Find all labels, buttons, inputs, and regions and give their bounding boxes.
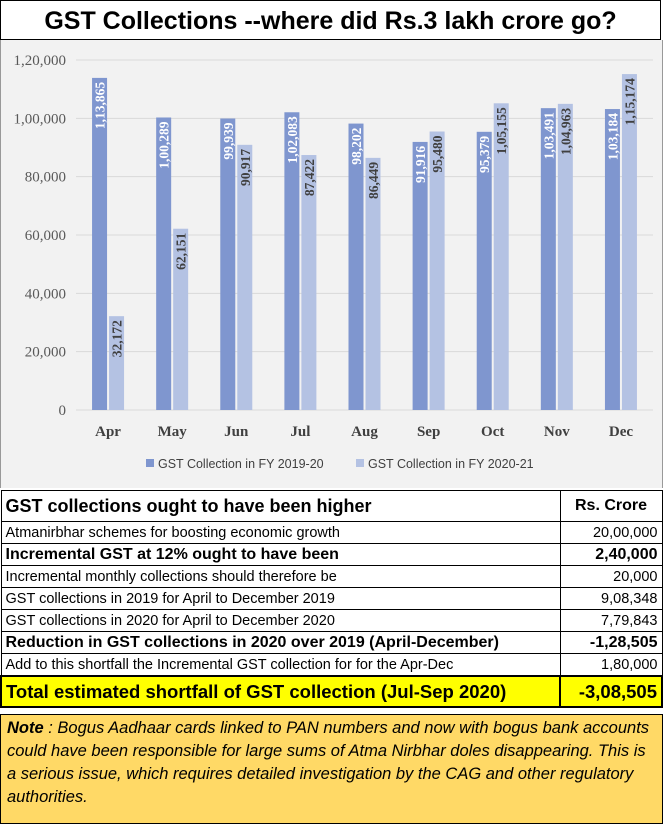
- chart-container: 0 20,000 40,000 60,000 80,000 1,00,000 1,20,00…: [0, 40, 663, 488]
- data-label: 62,151: [174, 232, 189, 269]
- legend-label: GST Collection in FY 2020-21: [368, 457, 534, 471]
- table-row: Add to this shortfall the Incremental GS…: [0, 653, 663, 677]
- row-label: GST collections in 2020 for April to Dec…: [0, 609, 561, 632]
- data-label: 98,202: [349, 127, 364, 164]
- note-box: Note : Bogus Aadhaar cards linked to PAN…: [0, 714, 663, 824]
- total-row: Total estimated shortfall of GST collect…: [0, 675, 663, 708]
- x-tick-label: Dec: [609, 424, 633, 440]
- data-label: 1,15,174: [622, 78, 637, 126]
- page-title: GST Collections --where did Rs.3 lakh cr…: [0, 0, 661, 40]
- data-label: 99,939: [221, 122, 236, 159]
- data-label: 1,13,865: [93, 82, 108, 130]
- data-label: 90,917: [238, 149, 253, 186]
- data-label: 87,422: [302, 159, 317, 196]
- bar: [220, 118, 236, 410]
- y-tick-label: 60,000: [25, 228, 66, 244]
- bar: [237, 144, 253, 410]
- row-label: GST collections in 2019 for April to Dec…: [0, 587, 561, 610]
- y-tick-label: 40,000: [25, 286, 66, 302]
- note-prefix: Note: [7, 719, 44, 737]
- bar: [604, 109, 620, 411]
- row-value: 7,79,843: [559, 609, 663, 632]
- bar: [429, 131, 445, 410]
- row-value: 9,08,348: [559, 587, 663, 610]
- data-label: 1,03,184: [605, 113, 620, 160]
- x-tick-label: Sep: [417, 424, 440, 440]
- gst-table: GST collections ought to have been highe…: [0, 490, 663, 708]
- bar: [412, 141, 428, 410]
- y-tick-label: 0: [59, 403, 67, 419]
- data-label: 1,05,155: [494, 107, 509, 154]
- table-row: Reduction in GST collections in 2020 ove…: [0, 631, 663, 654]
- row-value: 20,000: [559, 565, 663, 588]
- row-label: Incremental monthly collections should t…: [0, 565, 561, 588]
- legend-swatch: [146, 459, 154, 467]
- bar: [156, 117, 172, 410]
- bar: [348, 123, 364, 410]
- data-label: 1,03,491: [541, 112, 556, 159]
- bar: [621, 74, 637, 410]
- bar: [301, 155, 317, 410]
- table-row: Incremental GST at 12% ought to have bee…: [0, 543, 663, 566]
- table-row: GST collections in 2020 for April to Dec…: [0, 609, 663, 632]
- table-row: Atmanirbhar schemes for boosting economi…: [0, 521, 663, 544]
- x-tick-label: Jun: [224, 424, 249, 440]
- y-tick-label: 1,00,000: [14, 111, 67, 127]
- bar: [476, 131, 492, 410]
- data-label: 1,00,289: [157, 121, 172, 169]
- data-label: 86,449: [366, 162, 381, 199]
- row-label: Add to this shortfall the Incremental GS…: [0, 653, 561, 677]
- x-tick-label: Nov: [544, 424, 570, 440]
- row-value: 20,00,000: [559, 521, 663, 544]
- x-tick-label: Apr: [95, 424, 121, 440]
- table-header-row: GST collections ought to have been highe…: [0, 490, 663, 522]
- legend-swatch: [356, 459, 364, 467]
- data-label: 1,04,963: [558, 108, 573, 155]
- y-tick-label: 1,20,000: [14, 53, 67, 69]
- row-label: Incremental GST at 12% ought to have bee…: [0, 543, 561, 566]
- row-value: 1,80,000: [559, 653, 663, 677]
- note-text: : Bogus Aadhaar cards linked to PAN numb…: [7, 719, 650, 806]
- bar: [92, 77, 108, 411]
- x-tick-label: Aug: [351, 424, 378, 440]
- y-tick-label: 80,000: [25, 170, 66, 186]
- bar: [109, 316, 125, 410]
- data-label: 91,916: [413, 146, 428, 183]
- table-row: GST collections in 2019 for April to Dec…: [0, 587, 663, 610]
- data-label: 95,480: [430, 135, 445, 172]
- data-label: 95,379: [477, 136, 492, 173]
- row-value: -1,28,505: [559, 631, 663, 654]
- gst-bar-chart: 0 20,000 40,000 60,000 80,000 1,00,000 1,20,00…: [14, 53, 653, 471]
- table-header-unit: Rs. Crore: [559, 490, 663, 522]
- bar: [540, 108, 556, 411]
- table-row: Incremental monthly collections should t…: [0, 565, 663, 588]
- bar: [365, 157, 381, 410]
- bar: [557, 103, 573, 411]
- row-value: 2,40,000: [559, 543, 663, 566]
- bar: [493, 103, 509, 410]
- data-label: 1,02,083: [285, 116, 300, 164]
- x-tick-label: Jul: [290, 424, 310, 440]
- table-header-label: GST collections ought to have been highe…: [0, 490, 561, 522]
- x-tick-label: May: [158, 424, 188, 440]
- bar: [284, 112, 300, 410]
- row-label: Reduction in GST collections in 2020 ove…: [0, 631, 561, 654]
- total-label: Total estimated shortfall of GST collect…: [0, 675, 561, 708]
- total-value: -3,08,505: [559, 675, 663, 708]
- x-tick-label: Oct: [481, 424, 504, 440]
- y-tick-label: 20,000: [25, 345, 66, 361]
- row-label: Atmanirbhar schemes for boosting economi…: [0, 521, 561, 544]
- bar: [173, 228, 189, 410]
- legend-label: GST Collection in FY 2019-20: [158, 457, 324, 471]
- data-label: 32,172: [110, 320, 125, 357]
